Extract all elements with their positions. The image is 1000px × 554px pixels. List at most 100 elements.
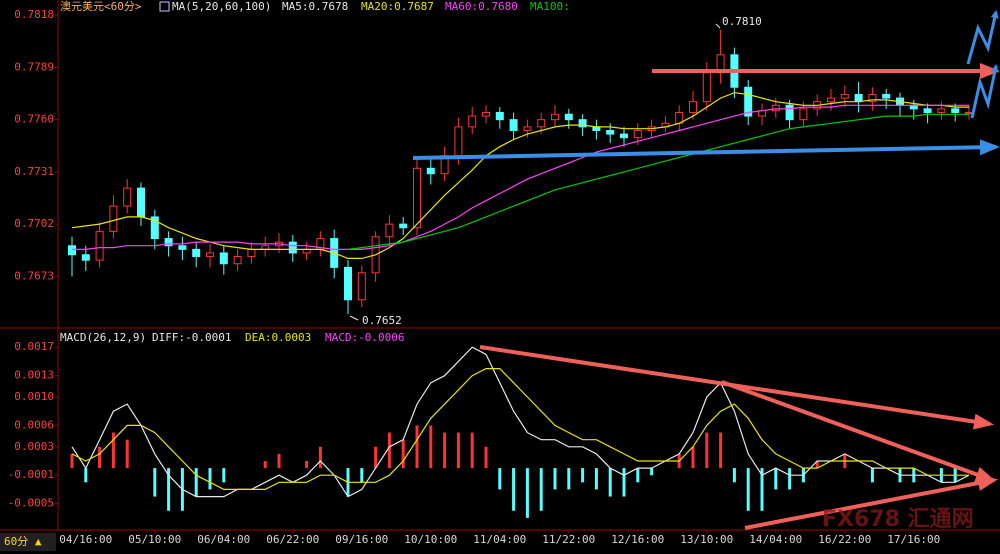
trend-line xyxy=(412,139,1000,160)
candle-body xyxy=(771,104,780,112)
macd-bar xyxy=(125,439,129,469)
macd-bar xyxy=(553,468,557,490)
candle-body xyxy=(785,104,794,121)
trend-line xyxy=(721,380,996,483)
candle-body xyxy=(385,223,394,238)
candle-body xyxy=(206,252,214,258)
macd-bar xyxy=(167,468,171,511)
x-tick-label: 06/04:00 xyxy=(197,533,250,546)
macd-bar xyxy=(788,468,792,490)
y-tick-label: 0.7702 xyxy=(14,217,54,230)
macd-bar xyxy=(387,432,391,469)
y-tick-label: 0.0010 xyxy=(14,390,54,403)
candle-body xyxy=(164,238,173,247)
candle-body xyxy=(178,245,187,250)
macd-bar xyxy=(746,468,750,511)
y-tick-label: 0.7731 xyxy=(14,165,54,178)
macd-bar xyxy=(70,453,74,469)
x-tick-label: 16/22:00 xyxy=(818,533,871,546)
candle-body xyxy=(537,119,546,128)
candle-body xyxy=(192,248,201,258)
candle-body xyxy=(137,187,145,218)
x-tick-label: 10/10:00 xyxy=(404,533,457,546)
candle-body xyxy=(247,248,256,258)
macd-bar xyxy=(608,468,612,497)
y-tick-label: 0.0003 xyxy=(14,440,54,453)
legend-entry: DEA:0.0003 xyxy=(245,331,311,344)
candle-body xyxy=(620,133,628,139)
ma-line xyxy=(72,104,969,250)
macd-bar xyxy=(525,468,529,518)
y-tick-label: 0.0013 xyxy=(14,369,54,382)
candle-body xyxy=(854,93,863,103)
x-tick-label: 11/22:00 xyxy=(542,533,595,546)
x-tick-label: 04/16:00 xyxy=(59,533,112,546)
macd-bar xyxy=(84,468,88,483)
macd-bar xyxy=(415,425,419,469)
x-tick-label: 05/10:00 xyxy=(128,533,181,546)
watermark: FX678 汇通网 xyxy=(822,507,974,532)
candle-body xyxy=(509,119,518,131)
macd-bar xyxy=(374,446,378,469)
candle-body xyxy=(426,167,435,175)
candle-body xyxy=(109,205,118,232)
candle-body xyxy=(606,129,615,135)
macd-bar xyxy=(208,468,212,490)
candle-body xyxy=(81,254,90,261)
candle-body xyxy=(689,101,697,113)
y-tick-label: 0.7789 xyxy=(14,60,54,73)
macd-bar xyxy=(732,468,736,483)
legend-entry: MA60:0.7680 xyxy=(445,0,518,13)
y-tick-label: 0.7760 xyxy=(14,113,54,126)
y-tick-label: 0.0017 xyxy=(14,340,54,353)
candle-body xyxy=(827,97,835,103)
candle-body xyxy=(413,167,421,229)
x-tick-label: 11/04:00 xyxy=(473,533,526,546)
macd-bar xyxy=(622,468,626,497)
x-tick-label: 13/10:00 xyxy=(680,533,733,546)
candle-body xyxy=(495,111,504,121)
macd-bar xyxy=(305,461,309,469)
candle-body xyxy=(744,86,753,117)
macd-bar xyxy=(567,468,571,490)
macd-bar xyxy=(498,468,502,490)
x-tick-label: 09/16:00 xyxy=(335,533,388,546)
candle-body xyxy=(68,245,76,256)
annotation-pointer xyxy=(349,315,359,321)
candle-body xyxy=(344,266,352,301)
candle-body xyxy=(150,216,159,240)
macd-bar xyxy=(870,468,874,483)
macd-bar xyxy=(111,432,115,469)
macd-line xyxy=(71,368,969,490)
x-tick-label: 12/16:00 xyxy=(611,533,664,546)
candle-body xyxy=(951,108,960,113)
candle-body xyxy=(937,108,946,113)
macd-line xyxy=(71,346,970,498)
wave-arrow xyxy=(970,64,999,119)
y-tick-label: 0.0006 xyxy=(14,418,54,431)
macd-bar xyxy=(705,432,709,469)
candle-body xyxy=(288,241,297,254)
macd-bar xyxy=(222,468,226,483)
candle-body xyxy=(882,93,891,99)
macd-bar xyxy=(98,446,102,469)
annotation-pointer xyxy=(715,23,721,29)
legend-text: MA(5,20,60,100) xyxy=(172,0,271,13)
candle-body xyxy=(482,111,490,117)
macd-bar xyxy=(360,468,364,483)
macd-bar xyxy=(153,468,157,497)
legend-entry: MA100: xyxy=(530,0,570,13)
wave-arrow xyxy=(966,10,999,65)
candle-body xyxy=(219,252,228,265)
chart-title: 澳元美元<60分> xyxy=(60,0,142,13)
macd-bar xyxy=(594,468,598,490)
legend-text: MA5:0.7678 xyxy=(282,0,348,13)
candle-body xyxy=(633,129,642,139)
candle-body xyxy=(965,111,973,114)
candle-body xyxy=(578,119,587,128)
macd-bar xyxy=(650,468,654,476)
panel-title: MACD(26,12,9) xyxy=(60,331,146,344)
x-tick-label: 06/22:00 xyxy=(266,533,319,546)
ma-line xyxy=(71,92,969,259)
